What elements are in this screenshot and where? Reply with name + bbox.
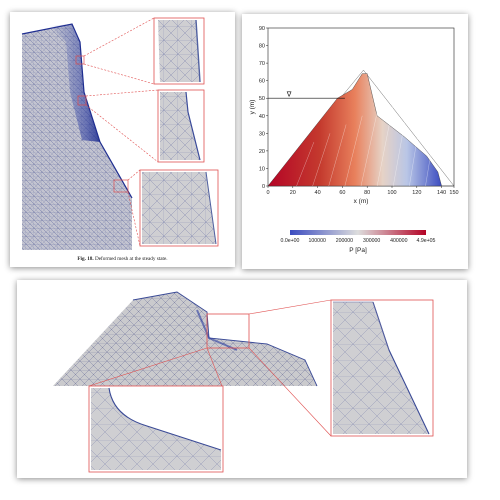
y-tick-label: 50: [259, 96, 265, 102]
figure-caption-text: Deformed mesh at the steady state.: [94, 256, 168, 262]
contour-line: [328, 124, 347, 187]
y-tick-label: 30: [259, 131, 265, 137]
deformed-mesh-figure: Fig. 18. Deformed mesh at the steady sta…: [10, 12, 235, 267]
zoom-inset-3: [139, 169, 219, 247]
pressure-plot-figure: 0 20 40 60 80 100 120 140 150 0 10 20 30 40 50 60 70 80 90…: [242, 14, 468, 269]
x-tick-label: 140: [437, 190, 446, 196]
wide-mesh-svg: [53, 291, 434, 473]
figure-caption: Fig. 18. Deformed mesh at the steady sta…: [10, 256, 235, 262]
colorbar-title: P [Pa]: [349, 247, 367, 254]
contour-line: [360, 106, 379, 187]
wide-zoom-inset-right: [330, 299, 434, 437]
water-level-symbol: ∇: [286, 91, 292, 99]
x-tick-label: 0: [266, 190, 269, 196]
contour-line: [409, 80, 427, 187]
pressure-chart: 0 20 40 60 80 100 120 140 150 0 10 20 30 40 50 60 70 80 90…: [249, 26, 459, 254]
contour-line: [376, 98, 395, 187]
wide-zoom-inset-left: [88, 385, 224, 473]
zoom-inset-2: [157, 89, 205, 163]
x-tick-label: 150: [449, 190, 458, 196]
y-tick-label: 60: [259, 79, 265, 85]
y-tick-label: 0: [262, 184, 265, 190]
colorbar-tick-label: 0.0e+00: [281, 238, 300, 244]
contour-line: [312, 133, 331, 187]
x-tick-label: 60: [339, 190, 345, 196]
x-tick-label: 100: [387, 190, 396, 196]
figure-caption-label: Fig. 18.: [77, 256, 94, 262]
colorbar: [290, 230, 426, 235]
wide-mesh-figure: [17, 280, 467, 478]
x-tick-label: 120: [412, 190, 421, 196]
y-tick-label: 10: [259, 166, 265, 172]
y-tick-label: 70: [259, 61, 265, 67]
colorbar-tick-label: 100000: [309, 238, 326, 244]
contour-line: [425, 80, 444, 187]
x-tick-label: 20: [290, 190, 296, 196]
colorbar-tick-label: 400000: [390, 238, 407, 244]
y-tick-label: 80: [259, 44, 265, 50]
y-tick-label: 90: [259, 26, 265, 32]
zoom-inset-1: [153, 17, 205, 85]
y-tick-label: 20: [259, 149, 265, 155]
wide-mesh-body: [53, 292, 317, 386]
colorbar-tick-label: 4.9e+05: [417, 238, 436, 244]
mesh-svg: [21, 17, 219, 250]
x-tick-label: 80: [364, 190, 370, 196]
contour-line: [393, 89, 411, 187]
y-tick-label: 40: [259, 114, 265, 120]
contour-line: [296, 142, 315, 187]
x-tick-label: 40: [315, 190, 321, 196]
y-axis-label: y (m): [249, 100, 256, 115]
x-axis-label: x (m): [354, 198, 369, 205]
contour-line: [344, 115, 363, 187]
colorbar-tick-label: 200000: [336, 238, 353, 244]
colorbar-tick-label: 300000: [363, 238, 380, 244]
